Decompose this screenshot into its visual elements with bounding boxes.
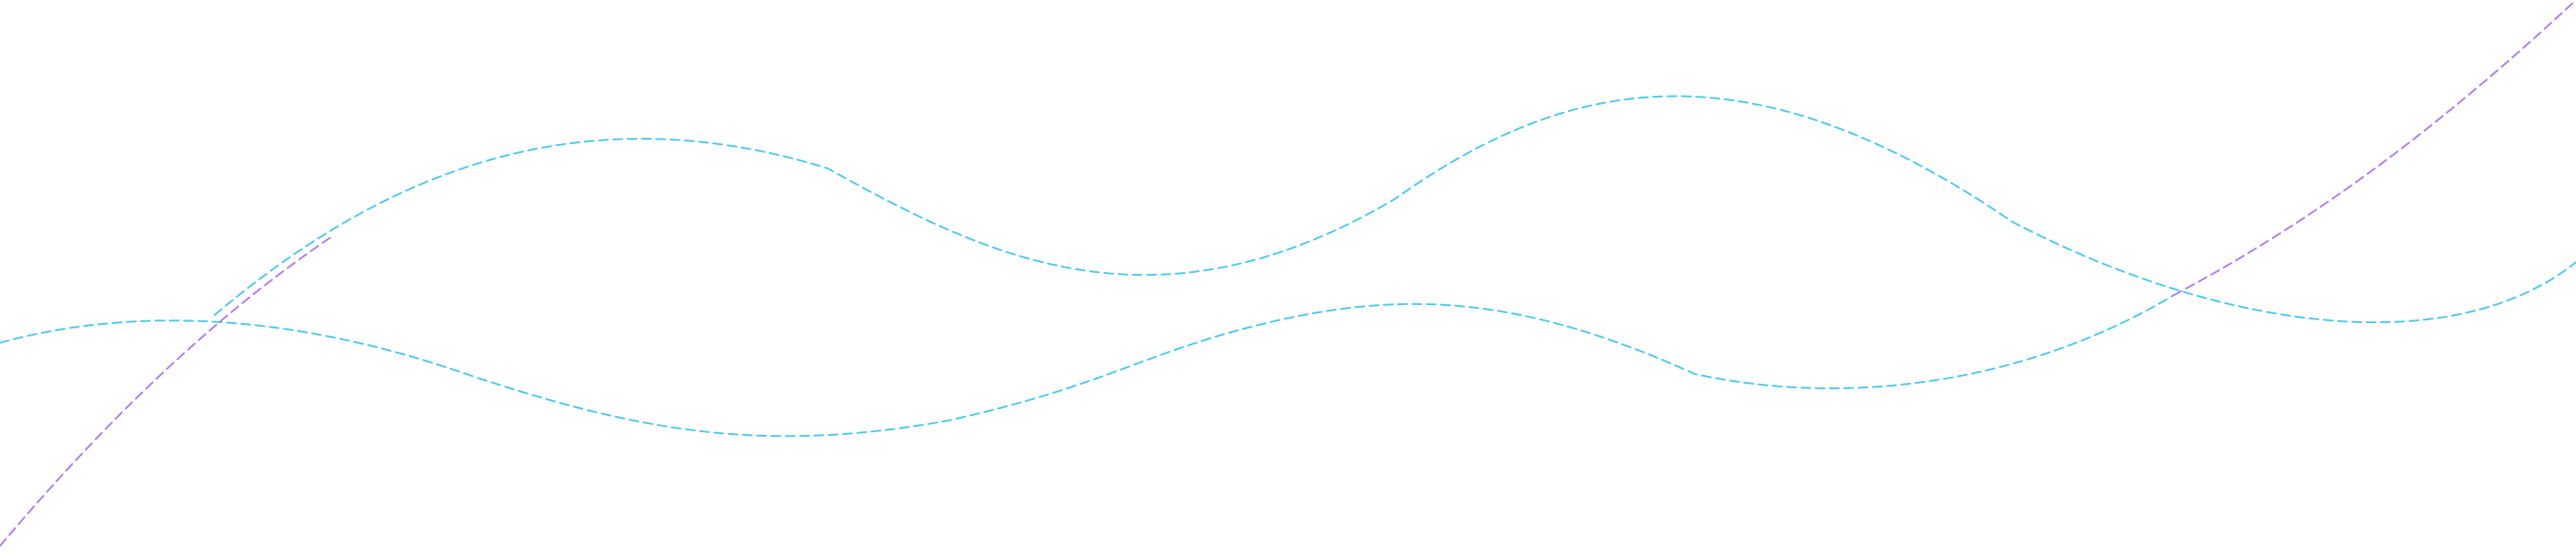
upper-cyan-wave	[214, 95, 2576, 324]
lower-cyan-wave	[0, 294, 2174, 438]
